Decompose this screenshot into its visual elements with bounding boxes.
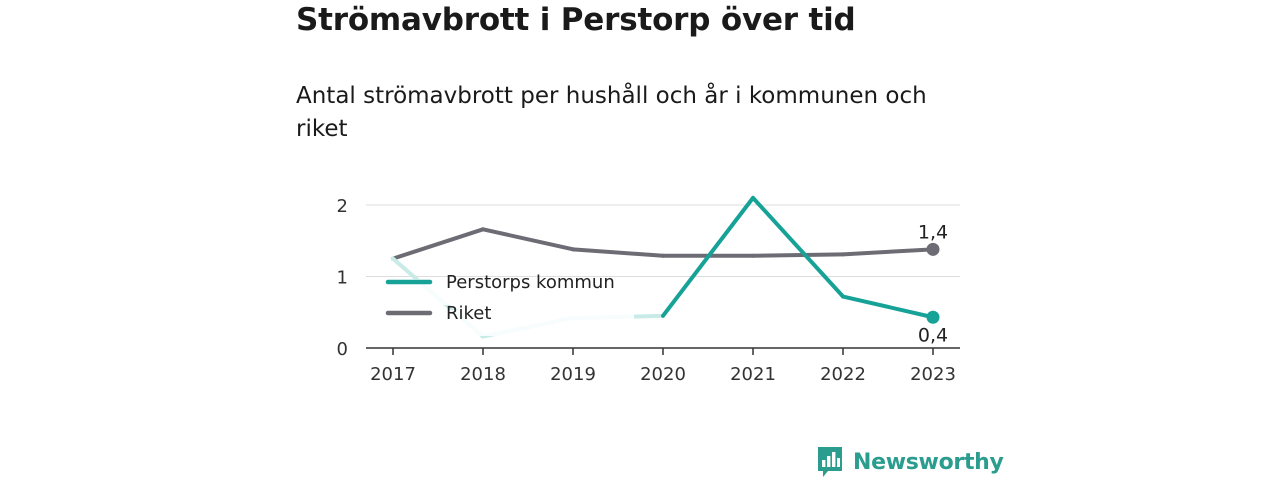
series-segment	[751, 195, 845, 299]
x-tick-label: 2023	[910, 364, 956, 385]
end-labels: 1,4 0,4	[918, 221, 948, 346]
x-tick-label: 2018	[460, 364, 506, 385]
grid-lines	[366, 204, 960, 277]
y-tick-label: 2	[337, 196, 348, 217]
series-segment	[841, 247, 935, 257]
series-segment	[481, 227, 575, 252]
end-label-perstorp: 0,4	[918, 324, 948, 346]
legend-label: Riket	[446, 303, 491, 324]
x-tick-label: 2021	[730, 364, 776, 385]
legend-label: Perstorps kommun	[446, 272, 615, 293]
x-tick-label: 2019	[550, 364, 596, 385]
bar-chart-speech-bubble-icon	[818, 447, 842, 477]
series-segment	[841, 294, 935, 320]
y-tick-label: 0	[337, 339, 348, 360]
x-tick-label: 2017	[370, 364, 416, 385]
y-tick-label: 1	[337, 268, 348, 289]
brand-logo: Newsworthy	[816, 445, 1004, 479]
x-tick-label: 2020	[640, 364, 686, 385]
legend: Perstorps kommun Riket	[384, 272, 634, 336]
chart-subtitle: Antal strömavbrott per hushåll och år i …	[296, 83, 927, 142]
series-segment	[571, 247, 665, 258]
end-label-riket: 1,4	[918, 221, 948, 243]
series-segment	[751, 252, 845, 258]
x-tick-label: 2022	[820, 364, 866, 385]
x-ticks: 2017 2018 2019 2020 2021 2022 2023	[370, 348, 956, 385]
chart-title: Strömavbrott i Perstorp över tid	[296, 2, 856, 38]
y-tick-labels: 0 1 2	[337, 196, 348, 360]
series-segment	[661, 195, 755, 318]
end-point	[926, 242, 940, 256]
end-point	[926, 310, 940, 324]
series-segment	[391, 227, 485, 261]
brand-name: Newsworthy	[853, 449, 1004, 475]
